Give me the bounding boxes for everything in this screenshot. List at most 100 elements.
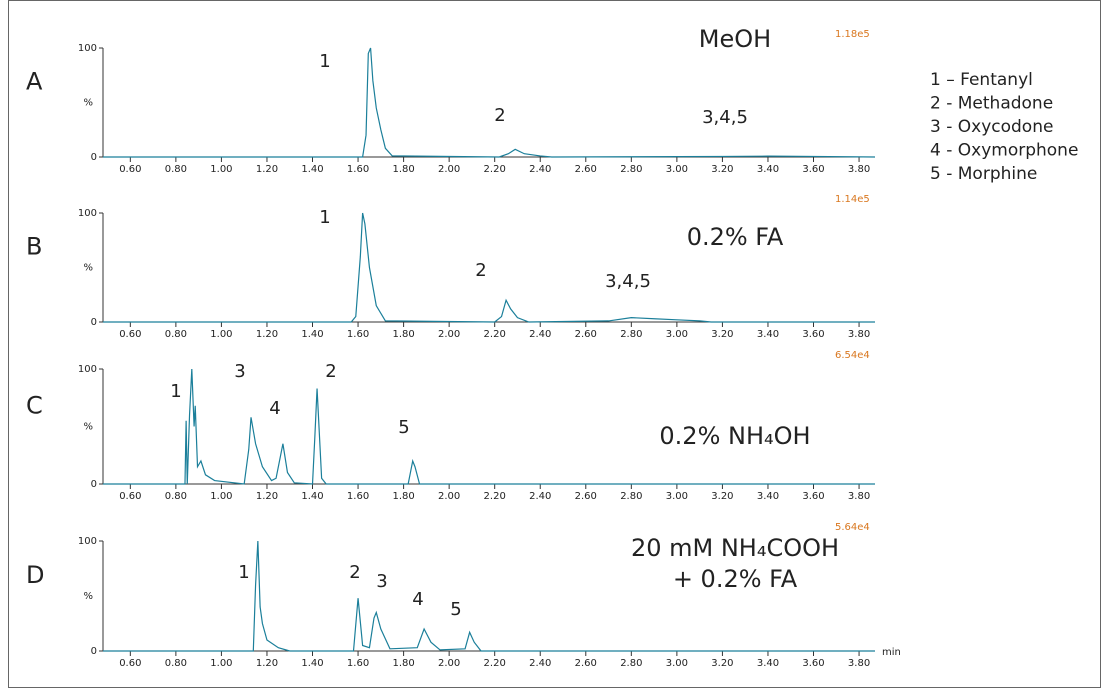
intensity-label: 6.54e4	[835, 350, 870, 361]
trace	[103, 47, 876, 158]
x-tick-label: 2.80	[620, 164, 642, 175]
peak-label: 3,4,5	[702, 107, 748, 128]
x-tick-label: 1.40	[301, 329, 323, 340]
x-tick-label: 2.60	[575, 329, 597, 340]
y-axis-label: %	[83, 263, 93, 274]
x-tick-label: 0.80	[165, 658, 187, 669]
condition-label: 20 mM NH₄COOH	[631, 534, 839, 562]
x-tick-label: 3.00	[666, 491, 688, 502]
legend-entry: 1 – Fentanyl	[930, 70, 1033, 90]
x-tick-label: 3.80	[848, 164, 870, 175]
peak-label: 5	[398, 417, 409, 438]
x-tick-label: 3.00	[666, 164, 688, 175]
y-axis-label: %	[83, 422, 93, 433]
x-tick-label: 3.00	[666, 329, 688, 340]
y-tick-label: 100	[78, 364, 97, 375]
x-tick-label: 2.00	[438, 491, 460, 502]
x-tick-label: 1.40	[301, 658, 323, 669]
x-tick-label: 2.40	[529, 491, 551, 502]
x-tick-label: 0.80	[165, 164, 187, 175]
legend-entry: 3 - Oxycodone	[930, 117, 1053, 137]
x-tick-label: 3.20	[711, 329, 733, 340]
peak-label: 2	[494, 105, 505, 126]
x-axis-label: min	[882, 647, 901, 658]
x-tick-label: 1.00	[210, 658, 232, 669]
x-tick-label: 1.20	[256, 329, 278, 340]
condition-label: + 0.2% FA	[673, 565, 798, 593]
x-tick-label: 3.40	[757, 658, 779, 669]
x-tick-label: 2.60	[575, 491, 597, 502]
x-tick-label: 1.20	[256, 164, 278, 175]
peak-label: 1	[170, 381, 181, 402]
peak-label: 5	[450, 599, 461, 620]
x-tick-label: 1.80	[392, 491, 414, 502]
trace	[103, 368, 875, 485]
panel-label: D	[26, 561, 44, 589]
y-tick-label: 0	[91, 479, 97, 490]
x-tick-label: 3.60	[802, 329, 824, 340]
peak-label: 3	[234, 361, 245, 382]
y-tick-label: 100	[78, 43, 97, 54]
x-tick-label: 3.20	[711, 658, 733, 669]
x-tick-label: 0.60	[119, 329, 141, 340]
x-tick-label: 1.60	[347, 491, 369, 502]
intensity-label: 5.64e4	[835, 522, 870, 533]
x-tick-label: 3.60	[802, 164, 824, 175]
x-tick-label: 2.60	[575, 658, 597, 669]
x-tick-label: 0.60	[119, 491, 141, 502]
x-tick-label: 1.80	[392, 329, 414, 340]
y-tick-label: 100	[78, 536, 97, 547]
x-tick-label: 3.60	[802, 658, 824, 669]
peak-label: 2	[349, 562, 360, 583]
x-tick-label: 1.80	[392, 658, 414, 669]
x-tick-label: 2.40	[529, 658, 551, 669]
x-tick-label: 2.20	[484, 658, 506, 669]
legend-entry: 2 - Methadone	[930, 94, 1053, 114]
x-tick-label: 2.80	[620, 491, 642, 502]
frame	[8, 0, 1101, 688]
condition-label: 0.2% FA	[687, 223, 784, 251]
x-tick-label: 0.60	[119, 658, 141, 669]
x-tick-label: 2.40	[529, 164, 551, 175]
x-tick-label: 3.60	[802, 491, 824, 502]
x-tick-label: 1.20	[256, 658, 278, 669]
x-tick-label: 2.00	[438, 164, 460, 175]
y-tick-label: 0	[91, 152, 97, 163]
x-tick-label: 1.00	[210, 164, 232, 175]
y-tick-label: 0	[91, 646, 97, 657]
x-tick-label: 2.40	[529, 329, 551, 340]
x-tick-label: 1.00	[210, 491, 232, 502]
x-tick-label: 2.00	[438, 658, 460, 669]
x-tick-label: 3.20	[711, 164, 733, 175]
x-tick-label: 1.60	[347, 164, 369, 175]
x-tick-label: 0.80	[165, 491, 187, 502]
y-axis-label: %	[83, 591, 93, 602]
peak-label: 3,4,5	[605, 271, 651, 292]
x-tick-label: 1.40	[301, 491, 323, 502]
peak-label: 1	[319, 51, 330, 72]
peak-label: 4	[412, 589, 423, 610]
trace	[103, 212, 875, 323]
x-tick-label: 2.60	[575, 164, 597, 175]
x-tick-label: 0.60	[119, 164, 141, 175]
x-tick-label: 1.60	[347, 658, 369, 669]
x-tick-label: 3.80	[848, 491, 870, 502]
x-tick-label: 3.40	[757, 329, 779, 340]
panel-label: B	[26, 233, 42, 261]
trace	[103, 540, 875, 652]
legend-entry: 4 - Oxymorphone	[930, 141, 1078, 161]
x-tick-label: 2.20	[484, 329, 506, 340]
y-tick-label: 0	[91, 317, 97, 328]
condition-label: MeOH	[699, 25, 771, 53]
x-tick-label: 3.80	[848, 658, 870, 669]
peak-label: 1	[319, 207, 330, 228]
x-tick-label: 0.80	[165, 329, 187, 340]
intensity-label: 1.14e5	[835, 194, 870, 205]
peak-label: 2	[475, 260, 486, 281]
x-tick-label: 2.20	[484, 491, 506, 502]
intensity-label: 1.18e5	[835, 29, 870, 40]
y-tick-label: 100	[78, 208, 97, 219]
condition-label: 0.2% NH₄OH	[659, 422, 810, 450]
panel-label: C	[26, 392, 43, 420]
